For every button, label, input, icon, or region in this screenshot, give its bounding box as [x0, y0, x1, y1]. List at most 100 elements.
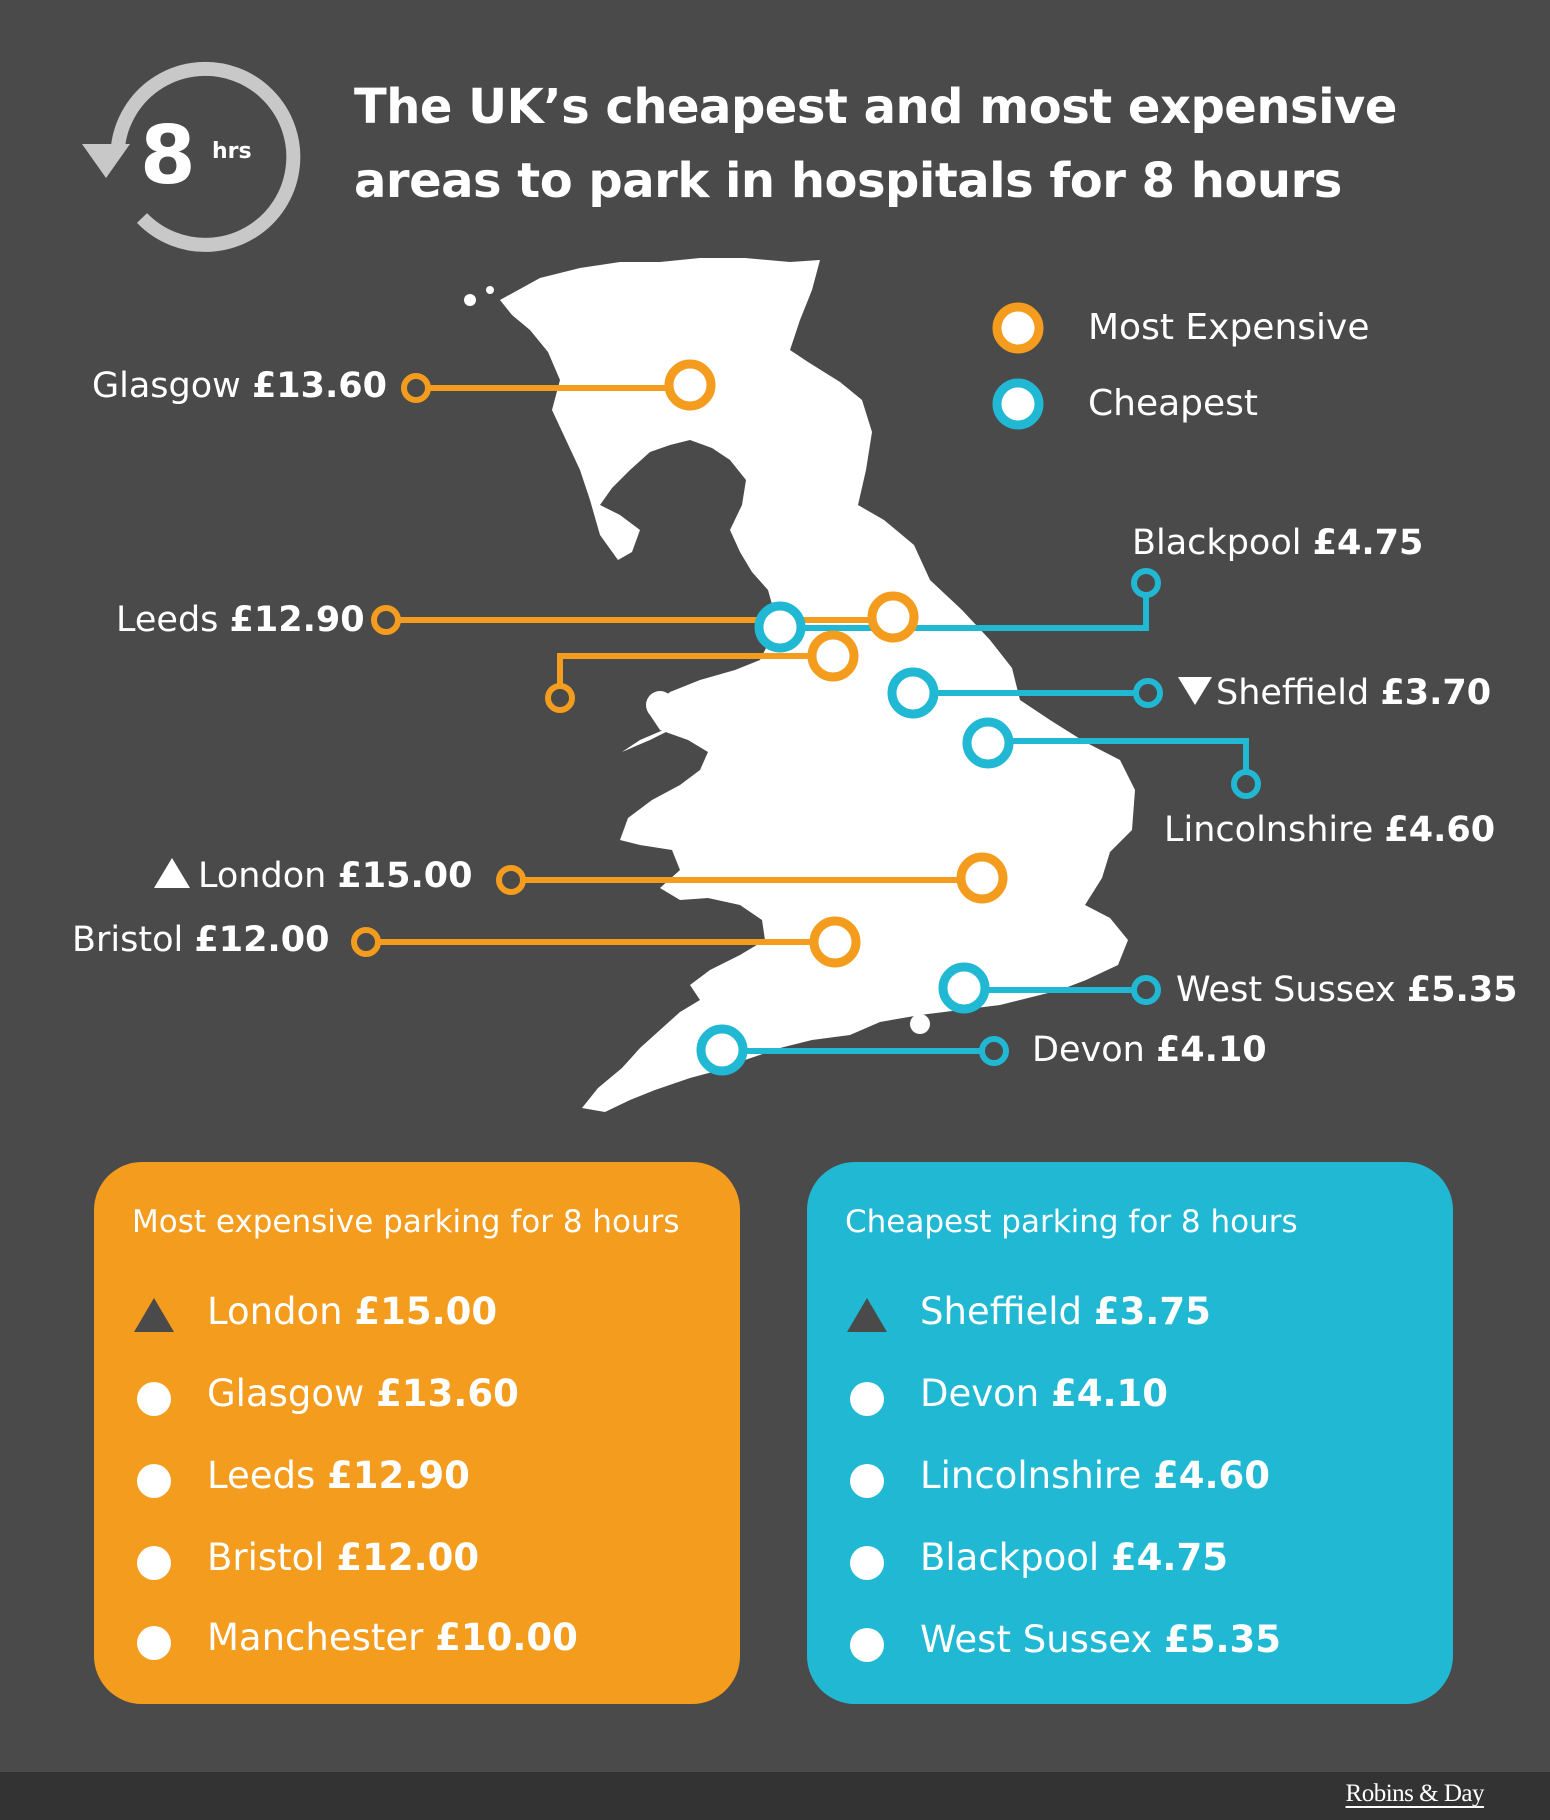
list-item: London £15.00 [94, 1284, 734, 1344]
icon-unit: hrs [212, 139, 252, 164]
leeds-end-dot [371, 605, 401, 635]
west-sussex-end-dot [1131, 975, 1161, 1005]
clock-arrow-icon: 8 hrs [70, 48, 310, 268]
brand-logo[interactable]: Robins & Day [1345, 1780, 1485, 1807]
west-sussex-marker [938, 962, 990, 1014]
cheapest-panel-title: Cheapest parking for 8 hours [845, 1204, 1298, 1240]
item-name: Bristol [207, 1536, 325, 1579]
label-glasgow-price: £13.60 [251, 366, 387, 406]
title-line-1: The UK’s cheapest and most expensive [354, 79, 1397, 135]
label-devon: Devon £4.10 [1032, 1030, 1267, 1070]
label-devon-name: Devon [1032, 1030, 1145, 1070]
footer-bar: Robins & Day [0, 1772, 1550, 1820]
triangle-icon [847, 1298, 887, 1332]
item-price: £12.90 [327, 1454, 470, 1497]
label-sheffield: Sheffield £3.70 [1176, 673, 1491, 713]
glasgow-end-dot [401, 373, 431, 403]
legend-cheapest-marker [992, 378, 1044, 430]
devon-end-dot [979, 1036, 1009, 1066]
label-sheffield-price: £3.70 [1380, 673, 1492, 713]
most-expensive-panel: Most expensive parking for 8 hours Londo… [94, 1162, 740, 1704]
manchester-marker [807, 630, 859, 682]
legend-cheapest: Cheapest [1088, 383, 1259, 424]
item-name: Devon [920, 1372, 1040, 1415]
leeds-marker [867, 591, 919, 643]
dot-icon [137, 1546, 171, 1580]
uk-map [351, 258, 1261, 1112]
item-price: £15.00 [354, 1290, 498, 1333]
item-price: £10.00 [435, 1616, 578, 1659]
list-item: Devon £4.10 [807, 1366, 1447, 1426]
label-devon-price: £4.10 [1155, 1030, 1267, 1070]
blackpool-end-dot [1131, 568, 1161, 598]
legend-expensive-marker [992, 302, 1044, 354]
london-marker [956, 852, 1008, 904]
sheffield-down-triangle-icon [1178, 677, 1212, 705]
label-west-sussex: West Sussex £5.35 [1176, 970, 1518, 1010]
list-item: Lincolnshire £4.60 [807, 1448, 1447, 1508]
label-leeds-name: Leeds [116, 600, 219, 640]
dot-icon [850, 1382, 884, 1416]
label-blackpool-price: £4.75 [1312, 523, 1424, 563]
title-line-2: areas to park in hospitals for 8 hours [354, 153, 1342, 209]
label-sheffield-name: Sheffield [1216, 673, 1370, 713]
item-price: £13.60 [376, 1372, 519, 1415]
dot-icon [137, 1464, 171, 1498]
list-item: Manchester £10.00 [94, 1610, 734, 1670]
label-bristol-name: Bristol [72, 920, 184, 960]
legend-most-expensive: Most Expensive [1088, 307, 1370, 348]
label-west-sussex-name: West Sussex [1176, 970, 1396, 1010]
label-bristol: Bristol £12.00 [72, 920, 329, 960]
dot-icon [850, 1464, 884, 1498]
glasgow-marker [664, 359, 716, 411]
dot-icon [850, 1546, 884, 1580]
label-london: London £15.00 [152, 856, 473, 896]
label-london-name: London [198, 856, 327, 896]
item-price: £5.35 [1164, 1618, 1282, 1661]
dot-icon [137, 1382, 171, 1416]
manchester-end-dot [545, 683, 575, 713]
item-name: Leeds [207, 1454, 316, 1497]
label-blackpool: Blackpool £4.75 [1132, 523, 1423, 563]
list-item: West Sussex £5.35 [807, 1612, 1447, 1672]
item-price: £4.10 [1051, 1372, 1169, 1415]
cheapest-panel: Cheapest parking for 8 hours Sheffield £… [807, 1162, 1453, 1704]
london-up-triangle-icon [154, 858, 190, 888]
item-name: Glasgow [207, 1372, 365, 1415]
page-title: The UK’s cheapest and most expensive are… [354, 70, 1474, 218]
london-end-dot [496, 865, 526, 895]
label-lincolnshire: Lincolnshire £4.60 [1164, 810, 1495, 850]
label-leeds: Leeds £12.90 [116, 600, 365, 640]
item-name: Manchester [207, 1616, 424, 1659]
list-item: Leeds £12.90 [94, 1448, 734, 1508]
list-item: Blackpool £4.75 [807, 1530, 1447, 1590]
bristol-marker [809, 916, 861, 968]
list-item: Sheffield £3.75 [807, 1284, 1447, 1344]
sheffield-end-dot [1133, 678, 1163, 708]
item-price: £3.75 [1093, 1290, 1211, 1333]
triangle-icon [134, 1298, 174, 1332]
devon-marker [696, 1024, 748, 1076]
label-west-sussex-price: £5.35 [1406, 970, 1518, 1010]
label-blackpool-name: Blackpool [1132, 523, 1302, 563]
item-name: West Sussex [920, 1618, 1153, 1661]
item-name: London [207, 1290, 343, 1333]
item-price: £12.00 [336, 1536, 480, 1579]
label-london-price: £15.00 [337, 856, 473, 896]
dot-icon [137, 1626, 171, 1660]
sheffield-marker [887, 667, 939, 719]
label-glasgow: Glasgow £13.60 [92, 366, 387, 406]
dot-icon [850, 1628, 884, 1662]
label-lincolnshire-name: Lincolnshire [1164, 810, 1374, 850]
lincolnshire-end-dot [1231, 769, 1261, 799]
label-leeds-price: £12.90 [229, 600, 365, 640]
list-item: Bristol £12.00 [94, 1530, 734, 1590]
lincolnshire-marker [962, 717, 1014, 769]
item-name: Blackpool [920, 1536, 1100, 1579]
label-bristol-price: £12.00 [194, 920, 330, 960]
blackpool-marker [754, 601, 806, 653]
label-lincolnshire-price: £4.60 [1384, 810, 1496, 850]
item-price: £4.75 [1110, 1536, 1228, 1579]
item-name: Lincolnshire [920, 1454, 1142, 1497]
